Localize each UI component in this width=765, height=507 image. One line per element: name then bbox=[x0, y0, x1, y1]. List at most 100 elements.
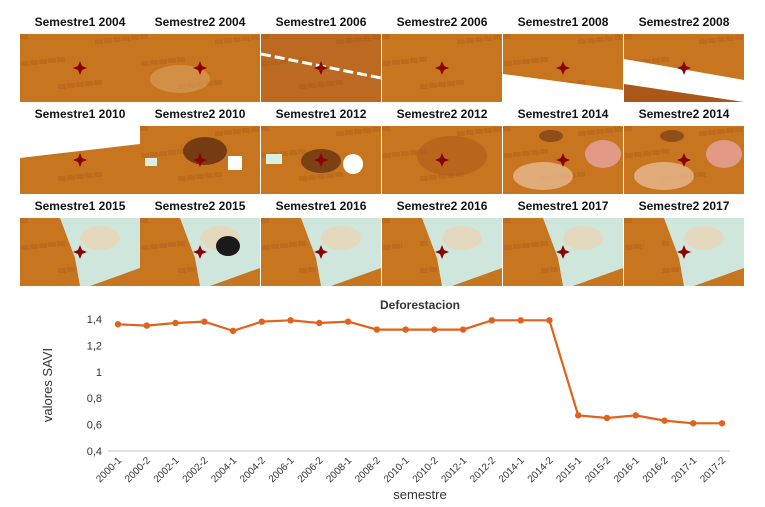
x-tick-label: 2000-2 bbox=[123, 455, 153, 485]
satellite-image bbox=[624, 126, 744, 194]
image-tile: Semestre1 2004 bbox=[20, 12, 140, 104]
image-tile: Semestre1 2012 bbox=[261, 104, 381, 196]
image-tile: Semestre2 2010 bbox=[140, 104, 260, 196]
x-tick-label: 2006-2 bbox=[296, 455, 326, 485]
x-tick-label: 2014-2 bbox=[526, 455, 556, 485]
satellite-image bbox=[382, 34, 502, 102]
x-tick-label: 2016-2 bbox=[641, 455, 671, 485]
image-tile: Semestre2 2008 bbox=[624, 12, 744, 104]
data-point bbox=[690, 420, 697, 427]
chart-title: Deforestacion bbox=[380, 298, 460, 312]
y-tick-label: 1,4 bbox=[87, 314, 102, 326]
satellite-image bbox=[140, 34, 260, 102]
tile-label: Semestre2 2008 bbox=[638, 15, 730, 29]
satellite-image bbox=[624, 218, 744, 286]
satellite-image bbox=[503, 34, 623, 102]
tile-label: Semestre1 2004 bbox=[34, 15, 126, 29]
image-tile: Semestre2 2015 bbox=[140, 196, 260, 288]
satellite-image bbox=[20, 218, 140, 286]
image-tile: Semestre2 2004 bbox=[140, 12, 260, 104]
x-tick-label: 2017-1 bbox=[670, 455, 700, 485]
x-axis-title: semestre bbox=[393, 487, 446, 502]
y-tick-label: 0,8 bbox=[87, 393, 102, 405]
tile-label: Semestre2 2014 bbox=[638, 107, 730, 121]
data-point bbox=[402, 326, 409, 333]
satellite-image bbox=[503, 218, 623, 286]
y-tick-label: 1,2 bbox=[87, 340, 102, 352]
x-tick-label: 2015-1 bbox=[555, 455, 585, 485]
image-tile: Semestre2 2012 bbox=[382, 104, 502, 196]
data-point bbox=[172, 319, 179, 327]
satellite-image bbox=[261, 218, 381, 286]
x-tick-label: 2000-1 bbox=[94, 455, 124, 485]
data-point bbox=[143, 322, 150, 329]
image-tile: Semestre1 2015 bbox=[20, 196, 140, 288]
image-tile: Semestre1 2006 bbox=[261, 12, 381, 104]
x-tick-label: 2012-2 bbox=[468, 455, 498, 485]
satellite-image bbox=[140, 218, 260, 286]
satellite-image bbox=[140, 126, 260, 194]
tile-label: Semestre2 2004 bbox=[154, 15, 246, 29]
data-point bbox=[229, 327, 237, 335]
data-point bbox=[574, 412, 582, 419]
series-line bbox=[117, 319, 722, 425]
data-point bbox=[718, 420, 726, 427]
tile-label: Semestre2 2017 bbox=[638, 199, 730, 213]
x-tick-label: 2008-1 bbox=[324, 455, 354, 485]
data-point bbox=[488, 317, 496, 324]
data-point bbox=[459, 326, 467, 333]
y-axis-title: valores SAVI bbox=[40, 348, 55, 422]
satellite-image bbox=[20, 126, 140, 194]
image-tile: Semestre1 2017 bbox=[503, 196, 623, 288]
image-tile: Semestre1 2014 bbox=[503, 104, 623, 196]
satellite-image-grid: Semestre1 2004 Semestre2 2004 Semestre1 20… bbox=[20, 12, 744, 288]
tile-label: Semestre1 2017 bbox=[517, 199, 609, 213]
satellite-image bbox=[382, 218, 502, 286]
data-point bbox=[661, 417, 668, 424]
y-tick-label: 0,4 bbox=[87, 446, 102, 458]
satellite-image bbox=[624, 34, 744, 102]
tile-label: Semestre1 2016 bbox=[275, 199, 367, 213]
x-tick-label: 2004-2 bbox=[238, 455, 268, 485]
data-point bbox=[316, 319, 323, 327]
image-tile: Semestre2 2014 bbox=[624, 104, 744, 196]
data-point bbox=[201, 318, 208, 325]
tile-label: Semestre2 2016 bbox=[396, 199, 488, 213]
data-point bbox=[287, 317, 294, 324]
tile-label: Semestre1 2012 bbox=[275, 107, 367, 121]
image-tile: Semestre2 2006 bbox=[382, 12, 502, 104]
savi-line-chart: Deforestacion 0,4 0,6 0,8 1 1,2 1,4 valores SAV… bbox=[40, 298, 730, 502]
image-tile: Semestre1 2010 bbox=[20, 104, 140, 196]
tile-label: Semestre1 2015 bbox=[34, 199, 126, 213]
x-tick-label: 2004-1 bbox=[209, 455, 239, 485]
tile-label: Semestre1 2008 bbox=[517, 15, 609, 29]
image-tile: Semestre2 2017 bbox=[624, 196, 744, 288]
tile-label: Semestre2 2006 bbox=[396, 15, 488, 29]
data-point bbox=[373, 326, 381, 333]
satellite-image bbox=[261, 34, 381, 102]
x-tick-label: 2016-1 bbox=[612, 455, 642, 485]
image-tile: Semestre2 2016 bbox=[382, 196, 502, 288]
data-point bbox=[632, 412, 639, 419]
x-tick-label: 2006-1 bbox=[267, 455, 297, 485]
data-point bbox=[114, 321, 122, 328]
x-tick-label: 2012-1 bbox=[439, 455, 469, 485]
data-point bbox=[344, 318, 352, 325]
tile-label: Semestre1 2006 bbox=[275, 15, 367, 29]
x-tick-label: 2010-1 bbox=[382, 455, 412, 485]
data-point bbox=[431, 326, 438, 333]
satellite-image bbox=[382, 126, 502, 194]
tile-label: Semestre1 2010 bbox=[34, 107, 126, 121]
satellite-image bbox=[261, 126, 381, 194]
x-tick-label: 2015-2 bbox=[583, 455, 613, 485]
data-point bbox=[258, 318, 266, 325]
x-tick-label: 2010-2 bbox=[411, 455, 441, 485]
x-tick-label: 2002-2 bbox=[181, 455, 211, 485]
data-point bbox=[546, 317, 553, 324]
tile-label: Semestre1 2014 bbox=[517, 107, 609, 121]
tile-label: Semestre2 2015 bbox=[154, 199, 246, 213]
data-point bbox=[517, 317, 524, 324]
x-tick-label: 2017-2 bbox=[698, 455, 728, 485]
image-tile: Semestre1 2016 bbox=[261, 196, 381, 288]
x-tick-label: 2014-1 bbox=[497, 455, 527, 485]
